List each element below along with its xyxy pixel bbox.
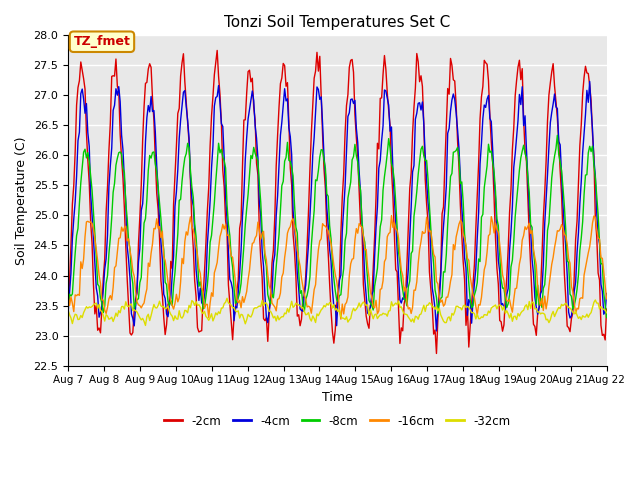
Text: TZ_fmet: TZ_fmet	[74, 35, 131, 48]
Line: -2cm: -2cm	[68, 50, 607, 353]
-8cm	[341, 238, 349, 244]
-32cm	[451, 309, 459, 314]
-2cm	[64, 297, 72, 303]
-16cm	[64, 291, 72, 297]
-32cm	[223, 295, 231, 301]
-4cm	[602, 309, 609, 314]
-4cm	[603, 290, 611, 296]
-2cm	[342, 103, 350, 108]
-8cm	[603, 314, 611, 320]
-2cm	[83, 130, 90, 135]
-16cm	[337, 316, 345, 322]
X-axis label: Time: Time	[322, 391, 353, 404]
-8cm	[99, 310, 107, 315]
-32cm	[531, 306, 539, 312]
-16cm	[342, 300, 350, 305]
Legend: -2cm, -4cm, -8cm, -16cm, -32cm: -2cm, -4cm, -8cm, -16cm, -32cm	[159, 410, 515, 432]
-4cm	[530, 270, 538, 276]
Line: -16cm: -16cm	[68, 216, 607, 319]
-2cm	[99, 275, 107, 281]
-4cm	[341, 183, 349, 189]
-4cm	[83, 101, 90, 107]
-8cm	[83, 155, 90, 161]
-32cm	[83, 304, 90, 310]
-2cm	[451, 78, 459, 84]
-8cm	[554, 132, 561, 138]
-16cm	[602, 281, 609, 287]
-8cm	[528, 225, 536, 230]
-16cm	[388, 213, 396, 218]
-32cm	[602, 307, 609, 313]
-2cm	[602, 337, 609, 343]
-4cm	[449, 91, 457, 97]
-16cm	[531, 254, 539, 260]
Line: -4cm: -4cm	[68, 82, 607, 331]
-16cm	[451, 247, 459, 252]
Y-axis label: Soil Temperature (C): Soil Temperature (C)	[15, 136, 28, 264]
-32cm	[99, 312, 107, 318]
-4cm	[99, 287, 107, 292]
-32cm	[344, 319, 352, 325]
-16cm	[83, 219, 90, 225]
-2cm	[433, 350, 440, 356]
-8cm	[600, 290, 607, 296]
-32cm	[64, 307, 72, 313]
-2cm	[213, 48, 221, 53]
-4cm	[586, 79, 593, 84]
Title: Tonzi Soil Temperatures Set C: Tonzi Soil Temperatures Set C	[224, 15, 451, 30]
-32cm	[141, 323, 149, 328]
-32cm	[603, 310, 611, 315]
-16cm	[99, 297, 107, 303]
-4cm	[433, 328, 440, 334]
-8cm	[448, 170, 456, 176]
Line: -8cm: -8cm	[68, 135, 607, 317]
Line: -32cm: -32cm	[68, 298, 607, 325]
-2cm	[603, 306, 611, 312]
-16cm	[603, 296, 611, 302]
-2cm	[531, 324, 539, 329]
-4cm	[64, 309, 72, 314]
-8cm	[64, 305, 72, 311]
